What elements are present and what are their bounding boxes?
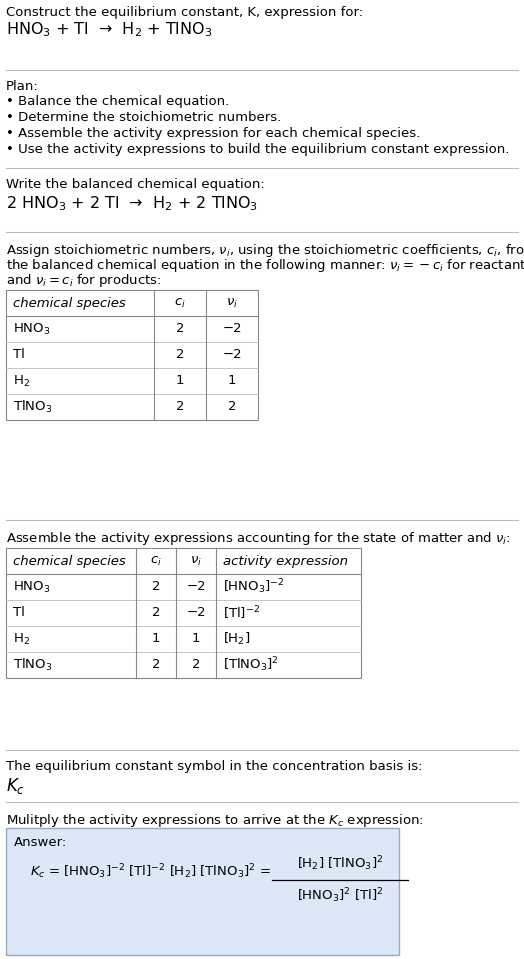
Text: [HNO$_3$]$^2$ [Tl]$^2$: [HNO$_3$]$^2$ [Tl]$^2$ — [297, 887, 383, 905]
Text: 2: 2 — [176, 348, 184, 362]
Text: 2: 2 — [192, 659, 200, 671]
Text: H$_2$: H$_2$ — [13, 631, 30, 646]
Text: Mulitply the activity expressions to arrive at the $K_c$ expression:: Mulitply the activity expressions to arr… — [6, 812, 424, 829]
Text: TlNO$_3$: TlNO$_3$ — [13, 657, 52, 673]
Text: HNO$_3$ + Tl  →  H$_2$ + TlNO$_3$: HNO$_3$ + Tl → H$_2$ + TlNO$_3$ — [6, 20, 212, 38]
Text: 2 HNO$_3$ + 2 Tl  →  H$_2$ + 2 TlNO$_3$: 2 HNO$_3$ + 2 Tl → H$_2$ + 2 TlNO$_3$ — [6, 194, 258, 213]
Text: The equilibrium constant symbol in the concentration basis is:: The equilibrium constant symbol in the c… — [6, 760, 422, 773]
Text: 2: 2 — [176, 322, 184, 336]
Text: Assemble the activity expressions accounting for the state of matter and $\nu_i$: Assemble the activity expressions accoun… — [6, 530, 511, 547]
Text: Tl: Tl — [13, 348, 25, 362]
Text: 1: 1 — [228, 375, 236, 387]
Text: Answer:: Answer: — [14, 836, 67, 849]
Text: the balanced chemical equation in the following manner: $\nu_i = -c_i$ for react: the balanced chemical equation in the fo… — [6, 257, 524, 274]
Text: • Balance the chemical equation.: • Balance the chemical equation. — [6, 95, 230, 108]
Text: −2: −2 — [186, 606, 206, 620]
Text: [Tl]$^{-2}$: [Tl]$^{-2}$ — [223, 604, 260, 621]
Text: HNO$_3$: HNO$_3$ — [13, 321, 50, 337]
Text: HNO$_3$: HNO$_3$ — [13, 579, 50, 595]
Text: $\nu_i$: $\nu_i$ — [226, 296, 238, 310]
Text: • Assemble the activity expression for each chemical species.: • Assemble the activity expression for e… — [6, 127, 420, 140]
Text: 1: 1 — [152, 633, 160, 645]
Text: $K_c$: $K_c$ — [6, 776, 25, 796]
Text: Plan:: Plan: — [6, 80, 39, 93]
Text: chemical species: chemical species — [13, 554, 126, 568]
Text: $K_c$ = [HNO$_3$]$^{-2}$ [Tl]$^{-2}$ [H$_2$] [TlNO$_3$]$^2$ =: $K_c$ = [HNO$_3$]$^{-2}$ [Tl]$^{-2}$ [H$… — [30, 862, 271, 880]
Text: −2: −2 — [222, 348, 242, 362]
Text: 2: 2 — [228, 401, 236, 413]
Text: 2: 2 — [152, 580, 160, 594]
Text: and $\nu_i = c_i$ for products:: and $\nu_i = c_i$ for products: — [6, 272, 161, 289]
Text: $\nu_i$: $\nu_i$ — [190, 554, 202, 568]
Text: • Use the activity expressions to build the equilibrium constant expression.: • Use the activity expressions to build … — [6, 143, 509, 156]
Text: [TlNO$_3$]$^2$: [TlNO$_3$]$^2$ — [223, 656, 279, 674]
Text: 2: 2 — [176, 401, 184, 413]
Text: TlNO$_3$: TlNO$_3$ — [13, 399, 52, 415]
Text: −2: −2 — [186, 580, 206, 594]
FancyBboxPatch shape — [6, 828, 399, 955]
Text: [H$_2$]: [H$_2$] — [223, 631, 250, 647]
Text: • Determine the stoichiometric numbers.: • Determine the stoichiometric numbers. — [6, 111, 281, 124]
Text: [H$_2$] [TlNO$_3$]$^2$: [H$_2$] [TlNO$_3$]$^2$ — [297, 854, 383, 874]
Bar — [6, 290, 258, 420]
Text: Tl: Tl — [13, 606, 25, 620]
Text: 2: 2 — [152, 659, 160, 671]
Text: Assign stoichiometric numbers, $\nu_i$, using the stoichiometric coefficients, $: Assign stoichiometric numbers, $\nu_i$, … — [6, 242, 524, 259]
Bar — [6, 548, 361, 678]
Text: 1: 1 — [176, 375, 184, 387]
Text: H$_2$: H$_2$ — [13, 373, 30, 388]
Text: $c_i$: $c_i$ — [174, 296, 186, 310]
Text: Write the balanced chemical equation:: Write the balanced chemical equation: — [6, 178, 265, 191]
Text: chemical species: chemical species — [13, 296, 126, 310]
Text: activity expression: activity expression — [223, 554, 348, 568]
Text: 2: 2 — [152, 606, 160, 620]
Text: Construct the equilibrium constant, K, expression for:: Construct the equilibrium constant, K, e… — [6, 6, 363, 19]
Text: −2: −2 — [222, 322, 242, 336]
Text: [HNO$_3$]$^{-2}$: [HNO$_3$]$^{-2}$ — [223, 577, 285, 596]
Text: $c_i$: $c_i$ — [150, 554, 162, 568]
Text: 1: 1 — [192, 633, 200, 645]
